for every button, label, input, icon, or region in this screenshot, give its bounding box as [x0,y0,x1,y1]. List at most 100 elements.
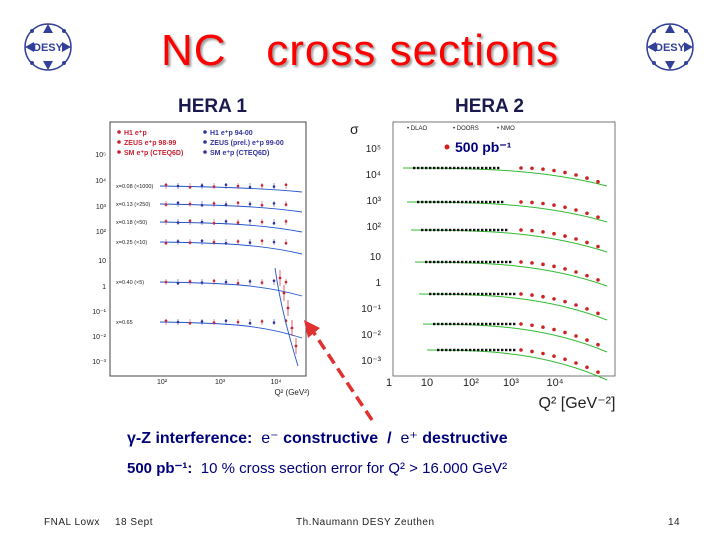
data-point [441,260,444,264]
nmo-curve [410,229,608,253]
data-point [437,260,440,264]
data-point [596,370,600,374]
data-point [481,292,484,296]
data-point [465,348,468,352]
x-tick-label: 10³ [215,379,226,386]
desy-logo-icon: DESY [24,23,72,71]
data-point [501,348,504,352]
data-point [585,211,589,216]
hera2-rows [402,166,608,381]
y-tick-label: 10² [367,222,382,233]
data-point [552,203,556,207]
data-point [473,348,476,352]
destructive-label: destructive [422,430,508,447]
dashed-arrow [304,320,374,421]
data-point [489,166,492,170]
data-point [473,322,476,326]
data-point [437,292,440,296]
data-point [519,260,523,264]
data-point [453,322,456,326]
footer-author: Th.Naumann [296,517,359,528]
data-point [413,166,416,170]
legend-marker [117,130,121,134]
data-point [429,166,432,170]
data-point [489,260,492,264]
hera2-label: HERA 2 [455,96,524,117]
data-point [417,200,420,204]
data-point [425,260,428,264]
data-point [481,322,484,326]
data-point [465,260,468,264]
y-tick-label: 1 [375,278,381,289]
data-point [465,292,468,296]
data-point [497,260,500,264]
data-point [493,292,496,296]
data-point [477,348,480,352]
data-point [489,348,492,352]
legend-entry: H1 e⁺p 94-00 [210,130,253,137]
data-point [489,292,492,296]
nmo-curve [406,201,608,223]
legend-marker [203,140,207,144]
data-point [445,292,448,296]
data-point [453,292,456,296]
data-point [513,322,516,326]
data-point [425,228,428,232]
legend-marker [117,140,121,144]
data-point [585,365,589,370]
hera2-lumi-label: 500 pb⁻¹ [455,139,512,155]
data-point [477,166,480,170]
data-point [541,325,545,329]
data-point [441,322,444,326]
sm-curve [159,321,303,339]
data-point [505,260,508,264]
data-point [417,166,420,170]
data-point [596,215,600,219]
data-point [505,348,508,352]
data-point [441,228,444,232]
data-point [505,228,508,232]
data-point [290,326,294,330]
data-point [453,348,456,352]
data-point [493,322,496,326]
error-lumi: 500 pb⁻¹: [127,460,193,477]
data-point [513,348,516,352]
footer-conference: FNAL Lowx [44,517,100,528]
data-point [473,292,476,296]
data-point [461,260,464,264]
x-tick-label: 10⁴ [547,377,564,389]
data-point [469,260,472,264]
data-point [552,231,556,236]
data-point [493,200,496,204]
data-point [429,260,432,264]
data-point [493,260,496,264]
y-tick-label: 10⁵ [366,144,381,155]
data-point [574,270,578,274]
data-point [441,348,444,352]
data-point [433,228,436,232]
data-point [485,348,488,352]
data-point [433,322,436,326]
data-point [530,166,534,171]
error-line: 500 pb⁻¹: 10 % cross section error for Q… [127,459,507,477]
interference-lead: γ-Z interference: [127,430,253,447]
footer-affiliation: DESY Zeuthen [362,517,435,528]
data-point [421,166,424,170]
y-tick-label: 10⁻³ [92,359,106,366]
data-point [530,228,534,233]
data-point [465,166,468,170]
nmo-curve [422,323,608,353]
data-point [501,292,504,296]
data-point [530,293,534,297]
data-point [461,348,464,352]
data-point [509,292,512,296]
data-point [519,322,523,326]
data-point [481,348,484,352]
legend-marker [203,130,207,134]
logo-text: DESY [33,42,64,54]
data-point [282,291,286,295]
hera1-y-ticks: 10⁵ 10⁴ 10³ 10² 10 1 10⁻¹ 10⁻² 10⁻³ [92,152,106,366]
nmo-curve [426,349,608,381]
logo-text: DESY [655,42,686,54]
data-point [530,200,534,205]
